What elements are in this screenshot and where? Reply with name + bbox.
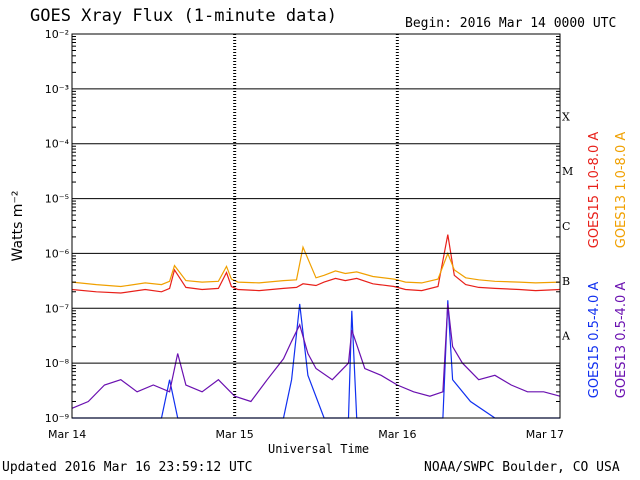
y-tick-label-5: 10⁻⁴	[45, 138, 70, 151]
y-tick-label-2: 10⁻⁷	[45, 302, 69, 315]
flare-class-m: M	[562, 165, 573, 178]
plot-frame	[71, 33, 561, 419]
flare-class-a: A	[561, 330, 571, 343]
legend-entry-1: GOES13 1.0-8.0 A	[614, 132, 629, 249]
series-line-1	[71, 245, 561, 288]
credit-text: NOAA/SWPC Boulder, CO USA	[424, 460, 620, 475]
flare-class-x: X	[562, 110, 570, 123]
y-tick-label-4: 10⁻⁵	[45, 193, 69, 206]
y-tick-label-3: 10⁻⁶	[45, 247, 70, 260]
x-axis-title: Universal Time	[268, 442, 370, 456]
axis-labels: 10⁻⁹ 10⁻⁸ 10⁻⁷ 10⁻⁶ 10⁻⁵ 10⁻⁴ 10⁻³ 10⁻² Mar 14 Ma…	[10, 28, 573, 441]
grid	[72, 33, 560, 419]
flare-class-c: C	[562, 220, 570, 233]
y-tick-label-6: 10⁻³	[45, 83, 69, 96]
y-tick-label-1: 10⁻⁸	[45, 357, 70, 370]
plot-border	[71, 33, 561, 419]
x-tick-label-1: Mar 15	[216, 428, 254, 441]
legend: GOES15 1.0-8.0 A GOES13 1.0-8.0 A GOES15 0…	[587, 132, 629, 399]
chart-title: GOES Xray Flux (1-minute data)	[30, 6, 338, 26]
y-tick-label-7: 10⁻²	[45, 28, 69, 41]
axis-ticks	[72, 36, 560, 402]
updated-timestamp: Updated 2016 Mar 16 23:59:12 UTC	[2, 460, 253, 475]
legend-entry-2: GOES15 0.5-4.0 A	[587, 282, 602, 399]
x-tick-label-2: Mar 16	[378, 428, 416, 441]
series-line-3	[71, 303, 561, 409]
legend-entry-3: GOES13 0.5-4.0 A	[614, 282, 629, 399]
legend-entry-0: GOES15 1.0-8.0 A	[587, 132, 602, 249]
x-tick-label-0: Mar 14	[48, 428, 86, 441]
series-line-0	[71, 234, 561, 294]
series-line-2	[72, 300, 560, 419]
y-axis-title: Watts m⁻²	[10, 191, 26, 262]
x-tick-label-3: Mar 17	[526, 428, 564, 441]
begin-time: Begin: 2016 Mar 14 0000 UTC	[405, 16, 617, 31]
flare-class-b: B	[562, 275, 570, 288]
series-lines	[71, 234, 561, 419]
y-tick-label-0: 10⁻⁹	[45, 412, 69, 425]
